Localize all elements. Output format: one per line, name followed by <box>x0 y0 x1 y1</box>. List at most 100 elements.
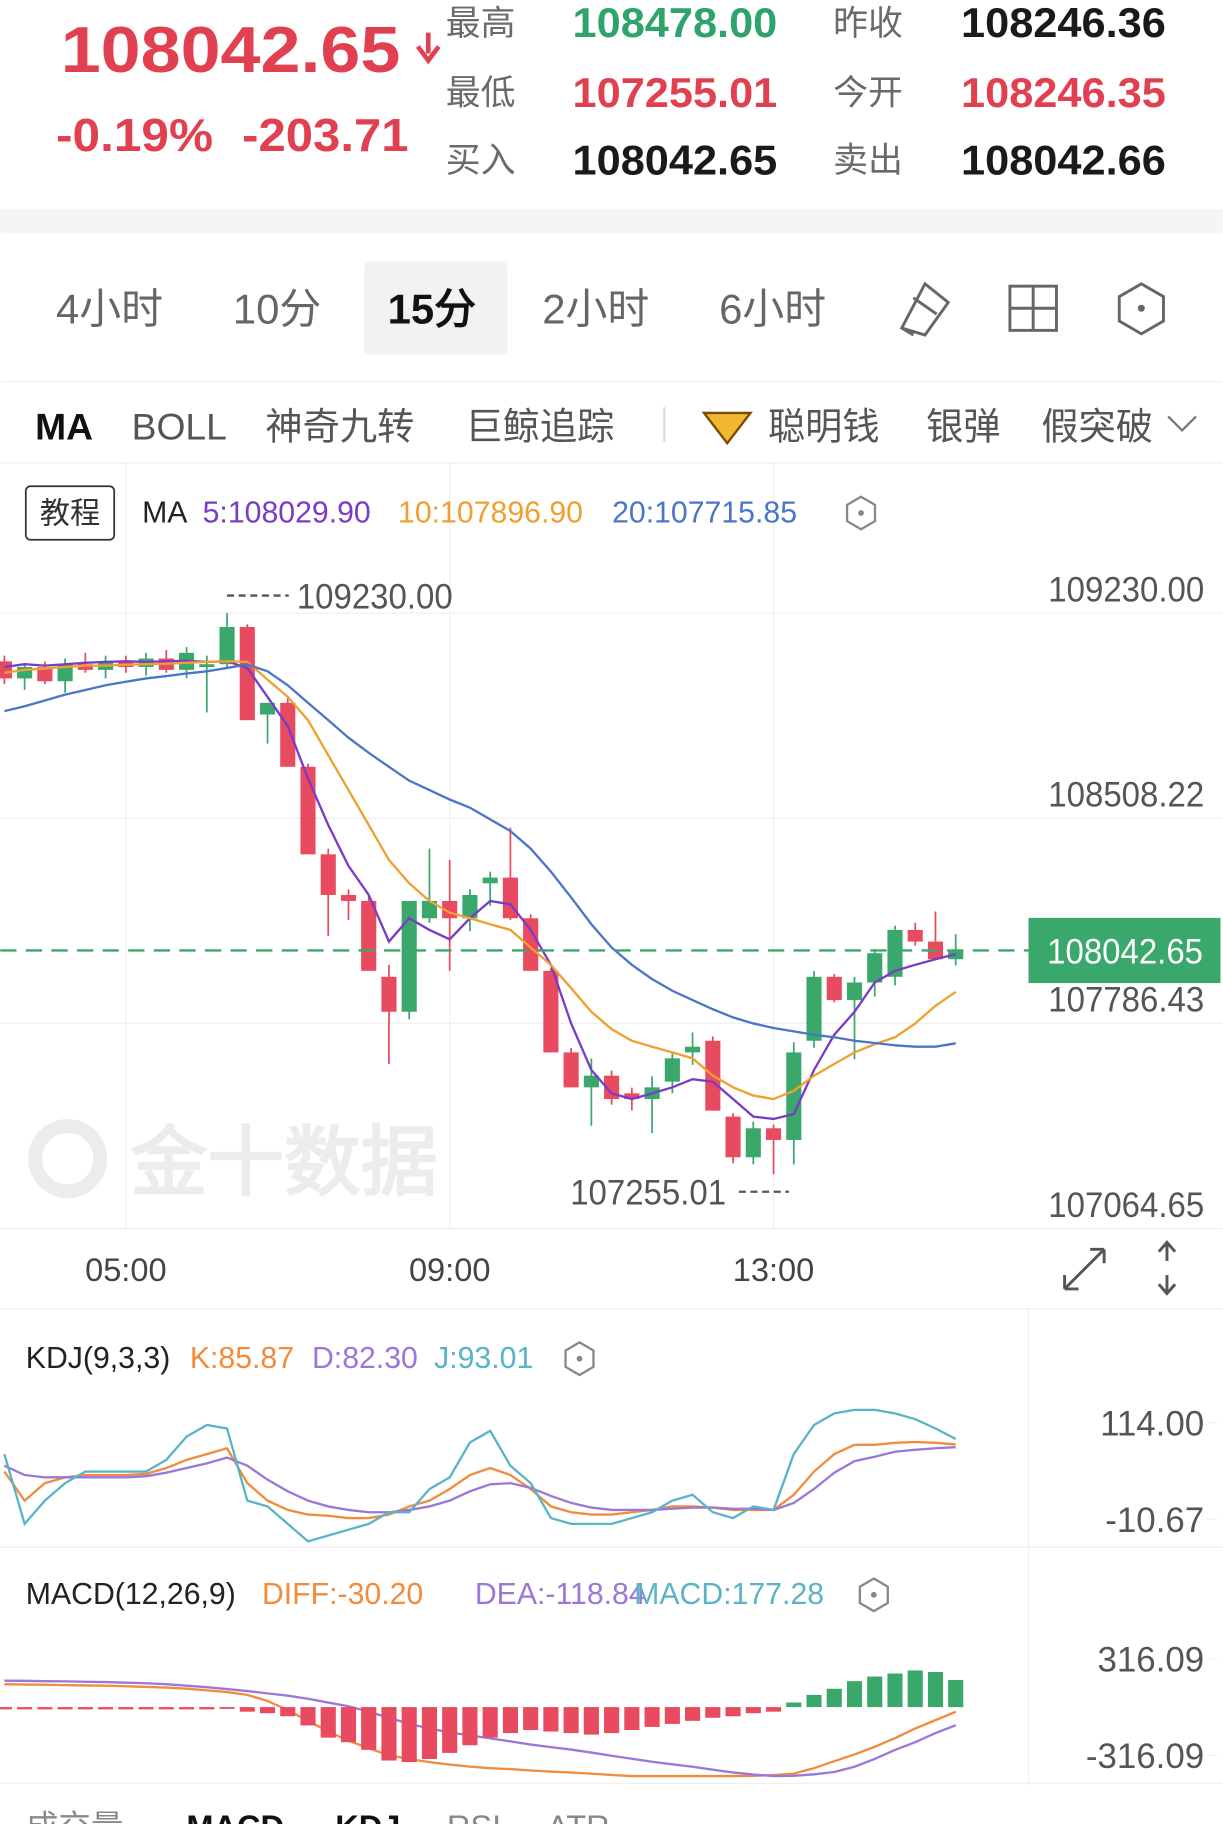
macd-bar <box>846 1681 863 1708</box>
candle-body <box>786 1052 802 1140</box>
macd-bar <box>259 1707 276 1714</box>
candle-body <box>482 877 498 884</box>
low-annotation: 107255.01 <box>570 1174 726 1213</box>
stat-label: 最高 <box>446 4 516 43</box>
bottom-tab[interactable]: RSI <box>447 1809 501 1824</box>
candle-body <box>543 970 559 1053</box>
macd-legend: MACD:177.28 <box>634 1578 824 1611</box>
y-tick-label: -10.67 <box>1105 1501 1204 1540</box>
y-tick-label: -316.09 <box>1086 1737 1204 1776</box>
bottom-tab[interactable]: KDJ <box>335 1809 400 1824</box>
y-tick-label: 114.00 <box>1100 1404 1204 1443</box>
kdj-title: KDJ(9,3,3) <box>26 1342 171 1375</box>
macd-bar <box>907 1670 923 1708</box>
macd-bar <box>806 1694 822 1708</box>
ma-legend: 5:108029.90 <box>203 496 371 529</box>
candle-body <box>806 976 822 1041</box>
candle-body <box>685 1046 701 1053</box>
divider-band <box>0 209 1223 233</box>
candle-body <box>57 664 73 682</box>
macd-bar <box>401 1707 417 1763</box>
timeframe-tab[interactable]: 6小时 <box>719 285 826 332</box>
expand-icon[interactable] <box>1063 1247 1106 1291</box>
indicator-tab[interactable]: 神奇九转 <box>265 406 414 448</box>
high-annotation: 109230.00 <box>297 577 453 616</box>
timeframe-tab[interactable]: 10分 <box>233 285 321 332</box>
layout-icon[interactable] <box>1008 284 1058 332</box>
settings-icon[interactable] <box>1117 282 1165 336</box>
x-tick-label: 13:00 <box>733 1252 815 1288</box>
candle-body <box>462 894 478 919</box>
macd-bar <box>543 1707 559 1732</box>
indicator-tab[interactable]: BOLL <box>132 406 227 448</box>
indicator-tab[interactable]: 聪明钱 <box>768 406 880 448</box>
y-tick-label: 107786.43 <box>1048 981 1204 1020</box>
ma-legend: 20:107715.85 <box>612 496 797 529</box>
chevron[interactable] <box>1167 415 1197 433</box>
macd-bar <box>77 1707 93 1710</box>
macd-bar <box>664 1707 680 1724</box>
candle-body <box>0 661 12 679</box>
macd-bar <box>0 1707 12 1710</box>
indicator-tab[interactable]: 假突破 <box>1041 406 1153 448</box>
y-tick-label: 108508.22 <box>1048 776 1204 815</box>
macd-bar <box>502 1707 518 1734</box>
indicator-tab[interactable]: 巨鲸追踪 <box>466 406 615 448</box>
scale-icon[interactable] <box>1157 1240 1177 1296</box>
stat-label: 买入 <box>446 141 516 180</box>
kdj-line <box>3 1408 957 1543</box>
macd-line <box>4 1679 957 1778</box>
bottom-tab[interactable]: MACD <box>186 1809 284 1824</box>
stat-value: 108478.00 <box>573 0 778 46</box>
macd-bar <box>523 1707 539 1731</box>
bottom-tab[interactable]: 成交量 <box>26 1809 124 1824</box>
tutorial-button[interactable] <box>24 485 116 541</box>
indicator-tab-active[interactable]: MA <box>35 406 93 448</box>
macd-bar <box>138 1707 154 1710</box>
candle-body <box>604 1075 620 1100</box>
macd-settings-icon[interactable] <box>858 1577 889 1613</box>
macd-bar <box>867 1676 883 1708</box>
stat-value: 107255.01 <box>573 69 778 116</box>
macd-bar <box>361 1707 377 1750</box>
y-tick-label: 316.09 <box>1098 1641 1205 1680</box>
candle-body <box>37 667 53 682</box>
macd-bar <box>927 1671 944 1708</box>
timeframe-tab[interactable]: 2小时 <box>542 285 649 332</box>
ma-title: MA <box>142 496 188 529</box>
last-price-label: 108042.65 <box>1047 932 1203 971</box>
macd-legend: DIFF:-30.20 <box>262 1578 423 1611</box>
macd-bar <box>765 1707 782 1712</box>
macd-bar <box>340 1707 357 1743</box>
candle-body <box>361 900 377 971</box>
stat-label: 卖出 <box>833 141 903 180</box>
timeframe-tab[interactable]: 4小时 <box>56 285 163 332</box>
macd-bar <box>685 1707 701 1721</box>
macd-bar <box>442 1707 458 1753</box>
stat-value: 108042.65 <box>573 136 778 183</box>
kdj-settings-icon[interactable] <box>564 1341 595 1377</box>
macd-bar <box>948 1680 964 1708</box>
macd-bar <box>624 1707 640 1731</box>
active-tab-bg <box>364 261 508 355</box>
macd-bar <box>462 1707 478 1746</box>
macd-bar <box>887 1673 903 1708</box>
macd-bar <box>239 1707 255 1712</box>
x-tick-label: 05:00 <box>85 1252 166 1288</box>
timeframe-tab-active[interactable]: 15分 <box>388 285 477 332</box>
macd-bar <box>98 1707 114 1710</box>
candle-body <box>624 1093 640 1100</box>
candle-body <box>259 702 276 715</box>
macd-bar <box>17 1707 33 1710</box>
candle-body <box>745 1128 761 1158</box>
down-arrow <box>415 32 441 65</box>
candle-body <box>583 1075 599 1088</box>
draw-tool-icon[interactable] <box>899 281 951 337</box>
macd-bar <box>786 1702 802 1708</box>
indicator-tab[interactable]: 银弹 <box>926 406 1000 448</box>
tutorial-label[interactable]: 教程 <box>40 496 100 530</box>
bottom-tab[interactable]: ATR <box>547 1809 610 1824</box>
ma-settings-icon[interactable] <box>845 495 877 531</box>
